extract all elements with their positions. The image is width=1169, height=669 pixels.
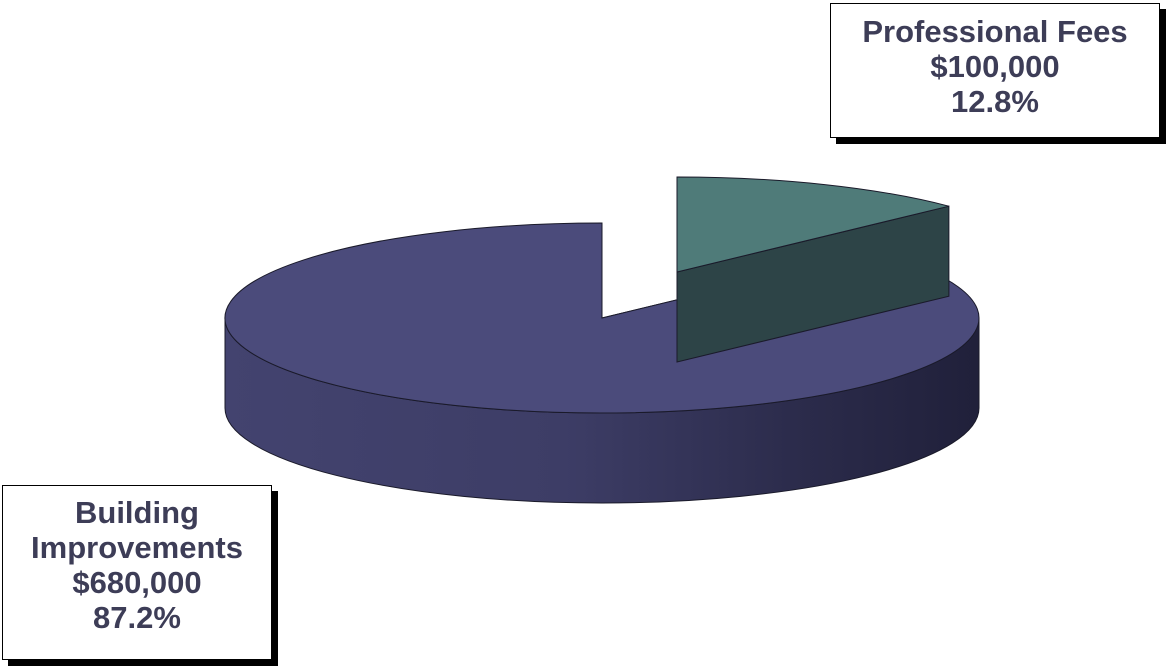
professional-fees-label: Professional Fees bbox=[862, 14, 1128, 49]
slice-0 bbox=[676, 176, 950, 363]
building-improvements-value: $680,000 bbox=[72, 565, 202, 600]
building-improvements-label-line1: Building bbox=[75, 495, 199, 530]
professional-fees-percent: 12.8% bbox=[951, 84, 1039, 119]
building-improvements-callout: Building Improvements $680,000 87.2% bbox=[2, 485, 272, 660]
professional-fees-callout: Professional Fees $100,000 12.8% bbox=[830, 3, 1160, 138]
slice-1-top bbox=[224, 222, 980, 414]
professional-fees-value: $100,000 bbox=[930, 49, 1060, 84]
slice-0-top bbox=[676, 176, 950, 273]
building-improvements-label-line2: Improvements bbox=[31, 530, 243, 565]
building-improvements-percent: 87.2% bbox=[93, 600, 181, 635]
